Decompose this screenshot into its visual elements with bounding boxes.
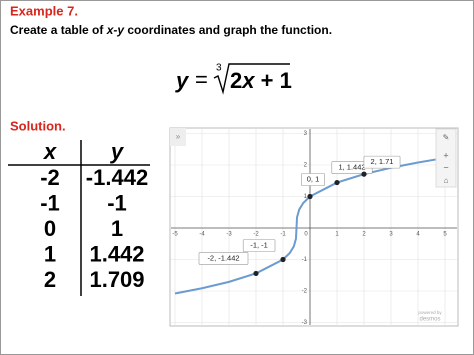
point-label: -1, -1 [250,240,268,249]
home-icon[interactable]: ⌂ [444,176,449,185]
table-cell: 1.709 [89,267,144,292]
point [361,171,367,177]
x-tick-label: 0 [304,232,308,238]
table-cell: -1.442 [86,165,148,190]
expand-icon[interactable]: » [176,132,181,141]
y-tick-label: -1 [302,257,308,263]
example-title: Example 7. [10,3,78,18]
table-cell: 0 [44,216,56,241]
y-tick-label: -2 [302,289,308,295]
x-tick-label: 3 [389,232,393,238]
table-cell: 1 [44,241,56,266]
instruction-part: Create a table of [10,23,107,37]
radicand-part: 2 [230,68,242,93]
point-label-box [242,239,276,252]
point [253,270,259,277]
point [307,193,313,200]
radicand-part: x [241,68,255,93]
table-cell: -2 [40,165,60,190]
point-label-box [363,155,401,169]
instruction-part: x-y [106,23,126,37]
table-header: y [110,139,125,164]
x-tick-label: 1 [335,232,339,238]
eq-index: 3 [216,63,222,74]
equation: y = 3 2x + 1 [175,63,292,95]
x-tick-label: -1 [280,232,286,238]
point-label-box [301,173,325,186]
y-tick-label: -3 [302,320,308,326]
table-cell: -1 [107,190,127,215]
graph-frame [169,127,459,327]
radicand-part: + 1 [255,68,292,93]
x-tick-label: 5 [443,232,447,238]
table-header: x [43,139,57,164]
instruction-part: coordinates and graph the function. [124,23,332,37]
eq-sign: = [195,67,208,92]
point-label: 1, 1.442 [338,163,365,172]
zoom-controls[interactable] [435,128,457,188]
graph: -5 -4 -3 -2 -1 0 1 2 3 4 5 -3 -2 -1 1 2 3 -2, -1.442 -1, -… [169,127,459,327]
watermark: desmos [419,317,440,323]
x-tick-label: -4 [199,232,205,238]
point [280,256,286,263]
x-tick-label: -2 [253,232,259,238]
watermark: powered by [418,310,442,315]
point-label-box [198,252,249,265]
point [334,179,340,186]
point-label: -2, -1.442 [207,253,239,262]
solution-title: Solution. [10,118,66,133]
settings-icon[interactable]: ✎ [443,133,450,142]
table-cell: 1.442 [89,241,144,266]
table-cell: 1 [111,216,123,241]
instruction: Create a table of x-y coordinates and gr… [10,23,332,37]
zoom-out[interactable]: − [443,162,448,172]
table-cell: -1 [40,190,60,215]
expand-button[interactable] [170,128,186,146]
zoom-in[interactable]: + [443,150,448,160]
point-label: 0, 1 [307,174,320,183]
table-cell: 2 [44,267,56,292]
y-tick-label: 2 [304,163,308,169]
eq-lhs: y [175,68,190,93]
point-label: 2, 1.71 [371,157,394,166]
radical-sign [213,63,290,95]
y-tick-label: 1 [304,194,308,200]
x-tick-label: -5 [172,232,178,238]
x-tick-label: 4 [416,232,420,238]
eq-radicand: 2x + 1 [230,68,292,93]
y-tick-label: 3 [304,131,308,137]
x-tick-label: 2 [362,232,366,238]
x-tick-label: -3 [226,232,232,238]
